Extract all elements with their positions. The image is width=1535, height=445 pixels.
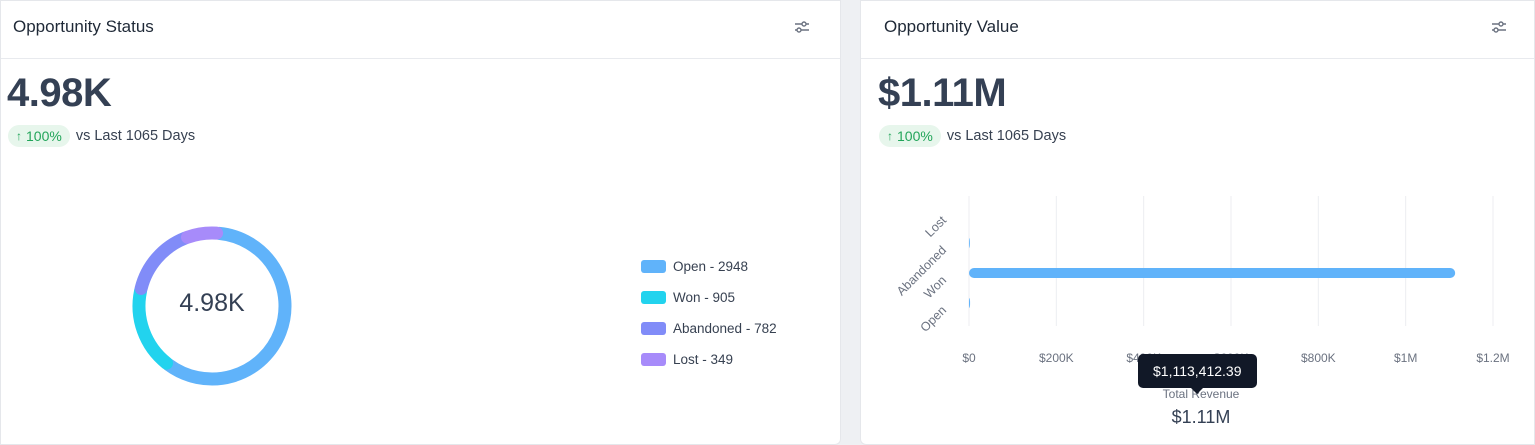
trend-text: vs Last 1065 Days [946, 128, 1067, 144]
x-tick-label: $1M [1394, 351, 1417, 365]
bar-open[interactable] [969, 298, 971, 308]
trend-badge: ↑ 100% [879, 125, 941, 147]
card-title: Opportunity Status [13, 17, 154, 36]
y-category-label: Lost [923, 213, 950, 240]
trend-percent: 100% [897, 128, 933, 144]
total-opportunities: 4.98K [7, 71, 112, 115]
x-tick-label: $0 [962, 351, 976, 365]
tooltip-value: $1,113,412.39 [1153, 363, 1242, 379]
trend-badge: ↑ 100% [8, 125, 70, 147]
chart-tooltip: $1,113,412.39 [1138, 354, 1257, 394]
donut-center-value: 4.98K [179, 289, 245, 317]
legend-item[interactable]: Lost - 349 [641, 344, 777, 375]
arrow-up-icon: ↑ [887, 129, 893, 143]
y-category-label: Won [921, 273, 949, 301]
legend-label: Won - 905 [673, 290, 736, 305]
legend-label: Open - 2948 [673, 259, 749, 274]
legend-swatch [641, 353, 666, 366]
donut-slice-abandoned[interactable] [134, 231, 192, 295]
tooltip-arrow [1191, 388, 1204, 394]
legend-item[interactable]: Won - 905 [641, 282, 777, 313]
opportunity-value-card: Opportunity Value $1.11M ↑ 100% vs Last … [860, 0, 1535, 445]
bar-won[interactable] [969, 268, 1456, 278]
legend-swatch [641, 322, 666, 335]
x-tick-label: $800K [1301, 351, 1336, 365]
card-header: Opportunity Status [1, 1, 840, 59]
donut-slice-won[interactable] [132, 284, 174, 370]
legend-label: Lost - 349 [673, 352, 734, 367]
total-value: $1.11M [878, 71, 1007, 115]
card-header: Opportunity Value [861, 1, 1534, 59]
legend-item[interactable]: Abandoned - 782 [641, 313, 777, 344]
donut-chart [132, 226, 292, 386]
trend-text: vs Last 1065 Days [75, 128, 196, 144]
donut-slice-open[interactable] [162, 226, 292, 386]
legend-item[interactable]: Open - 2948 [641, 251, 777, 282]
sliders-icon[interactable] [793, 18, 811, 36]
trend-percent: 100% [26, 128, 62, 144]
trend-row: ↑ 100% vs Last 1065 Days [8, 125, 195, 147]
card-title: Opportunity Value [884, 17, 1019, 36]
y-category-label: Open [918, 303, 950, 335]
chart-legend: Open - 2948 Won - 905 Abandoned - 782 Lost … [641, 251, 777, 375]
x-tick-label: $200K [1039, 351, 1074, 365]
bar-chart: $0$200K$400K$600K$800K$1M$1.2MLostAbando… [894, 196, 1510, 365]
legend-label: Abandoned - 782 [673, 321, 777, 336]
sliders-icon[interactable] [1490, 18, 1508, 36]
total-revenue-label: Total Revenue [1162, 387, 1240, 401]
bar-abandoned[interactable] [969, 238, 970, 248]
x-tick-label: $1.2M [1476, 351, 1509, 365]
legend-swatch [641, 260, 666, 273]
opportunity-status-card: Opportunity Status 4.98K ↑ 100% vs Last … [0, 0, 841, 445]
legend-swatch [641, 291, 666, 304]
trend-row: ↑ 100% vs Last 1065 Days [879, 125, 1066, 147]
arrow-up-icon: ↑ [16, 129, 22, 143]
donut-slice-lost[interactable] [180, 226, 224, 244]
total-revenue-value: $1.11M [1171, 407, 1231, 427]
